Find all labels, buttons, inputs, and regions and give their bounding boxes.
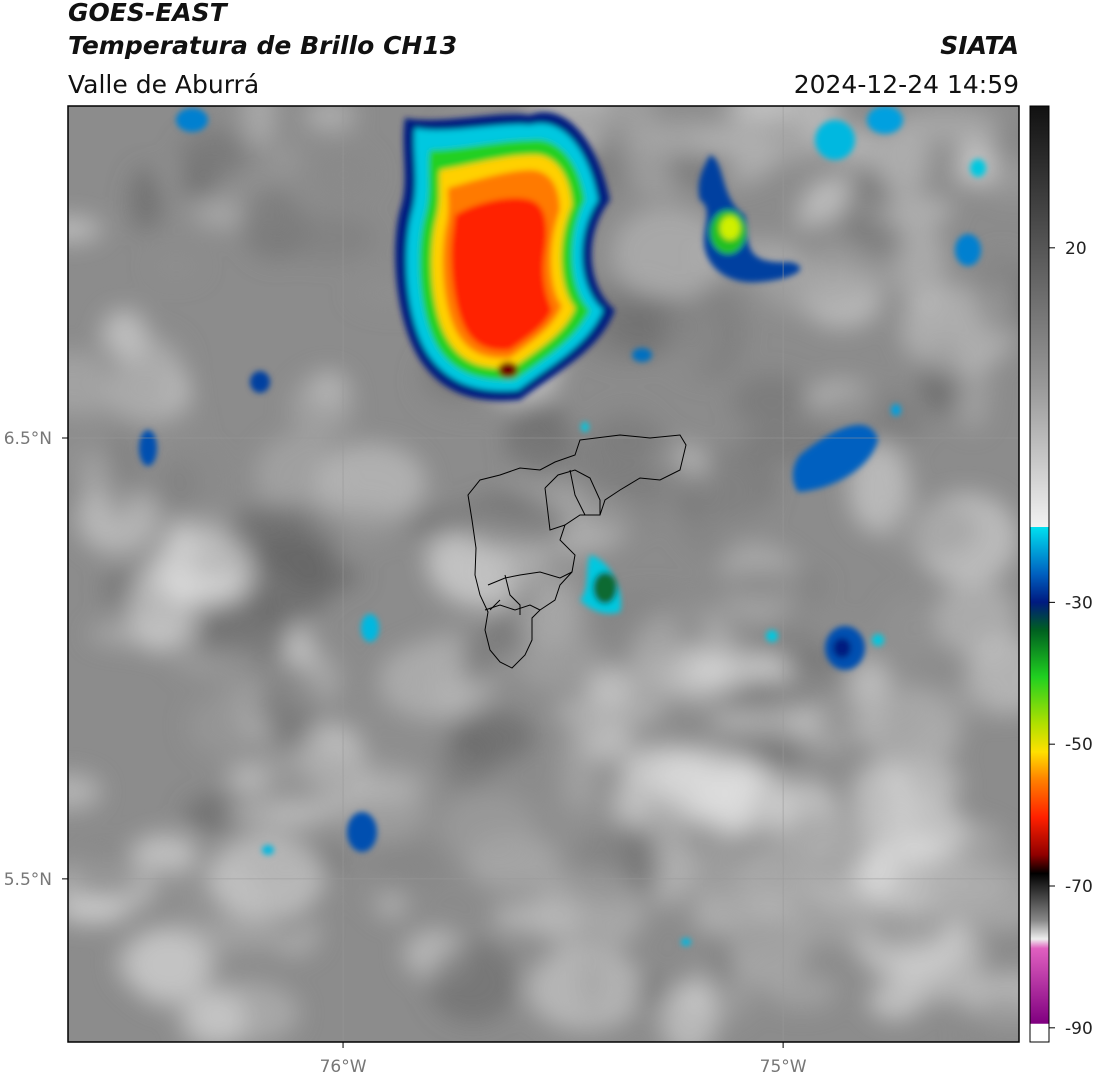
colorbar-tick-label: -90 — [1065, 1019, 1093, 1039]
municipal-boundaries — [467, 434, 687, 669]
colorbar-tick-label: 20 — [1065, 239, 1087, 259]
colorbar — [1029, 105, 1050, 1043]
datetime: 2024-12-24 14:59 — [794, 70, 1019, 99]
y-tick-label: 6.5°N — [4, 429, 52, 449]
title: GOES-EAST — [68, 0, 229, 27]
source: SIATA — [940, 31, 1019, 60]
satellite-image — [68, 106, 1019, 1042]
x-tick-label: 76°W — [320, 1057, 367, 1077]
map-frame — [67, 105, 1020, 1043]
colorbar-tick-label: -50 — [1065, 735, 1093, 755]
region: Valle de Aburrá — [68, 70, 259, 99]
y-tick-label: 5.5°N — [4, 870, 52, 890]
subtitle: Temperatura de Brillo CH13 — [68, 31, 457, 60]
x-tick-label: 75°W — [760, 1057, 807, 1077]
colorbar-tick-label: -70 — [1065, 877, 1093, 897]
colorbar-tick-label: -30 — [1065, 593, 1093, 613]
